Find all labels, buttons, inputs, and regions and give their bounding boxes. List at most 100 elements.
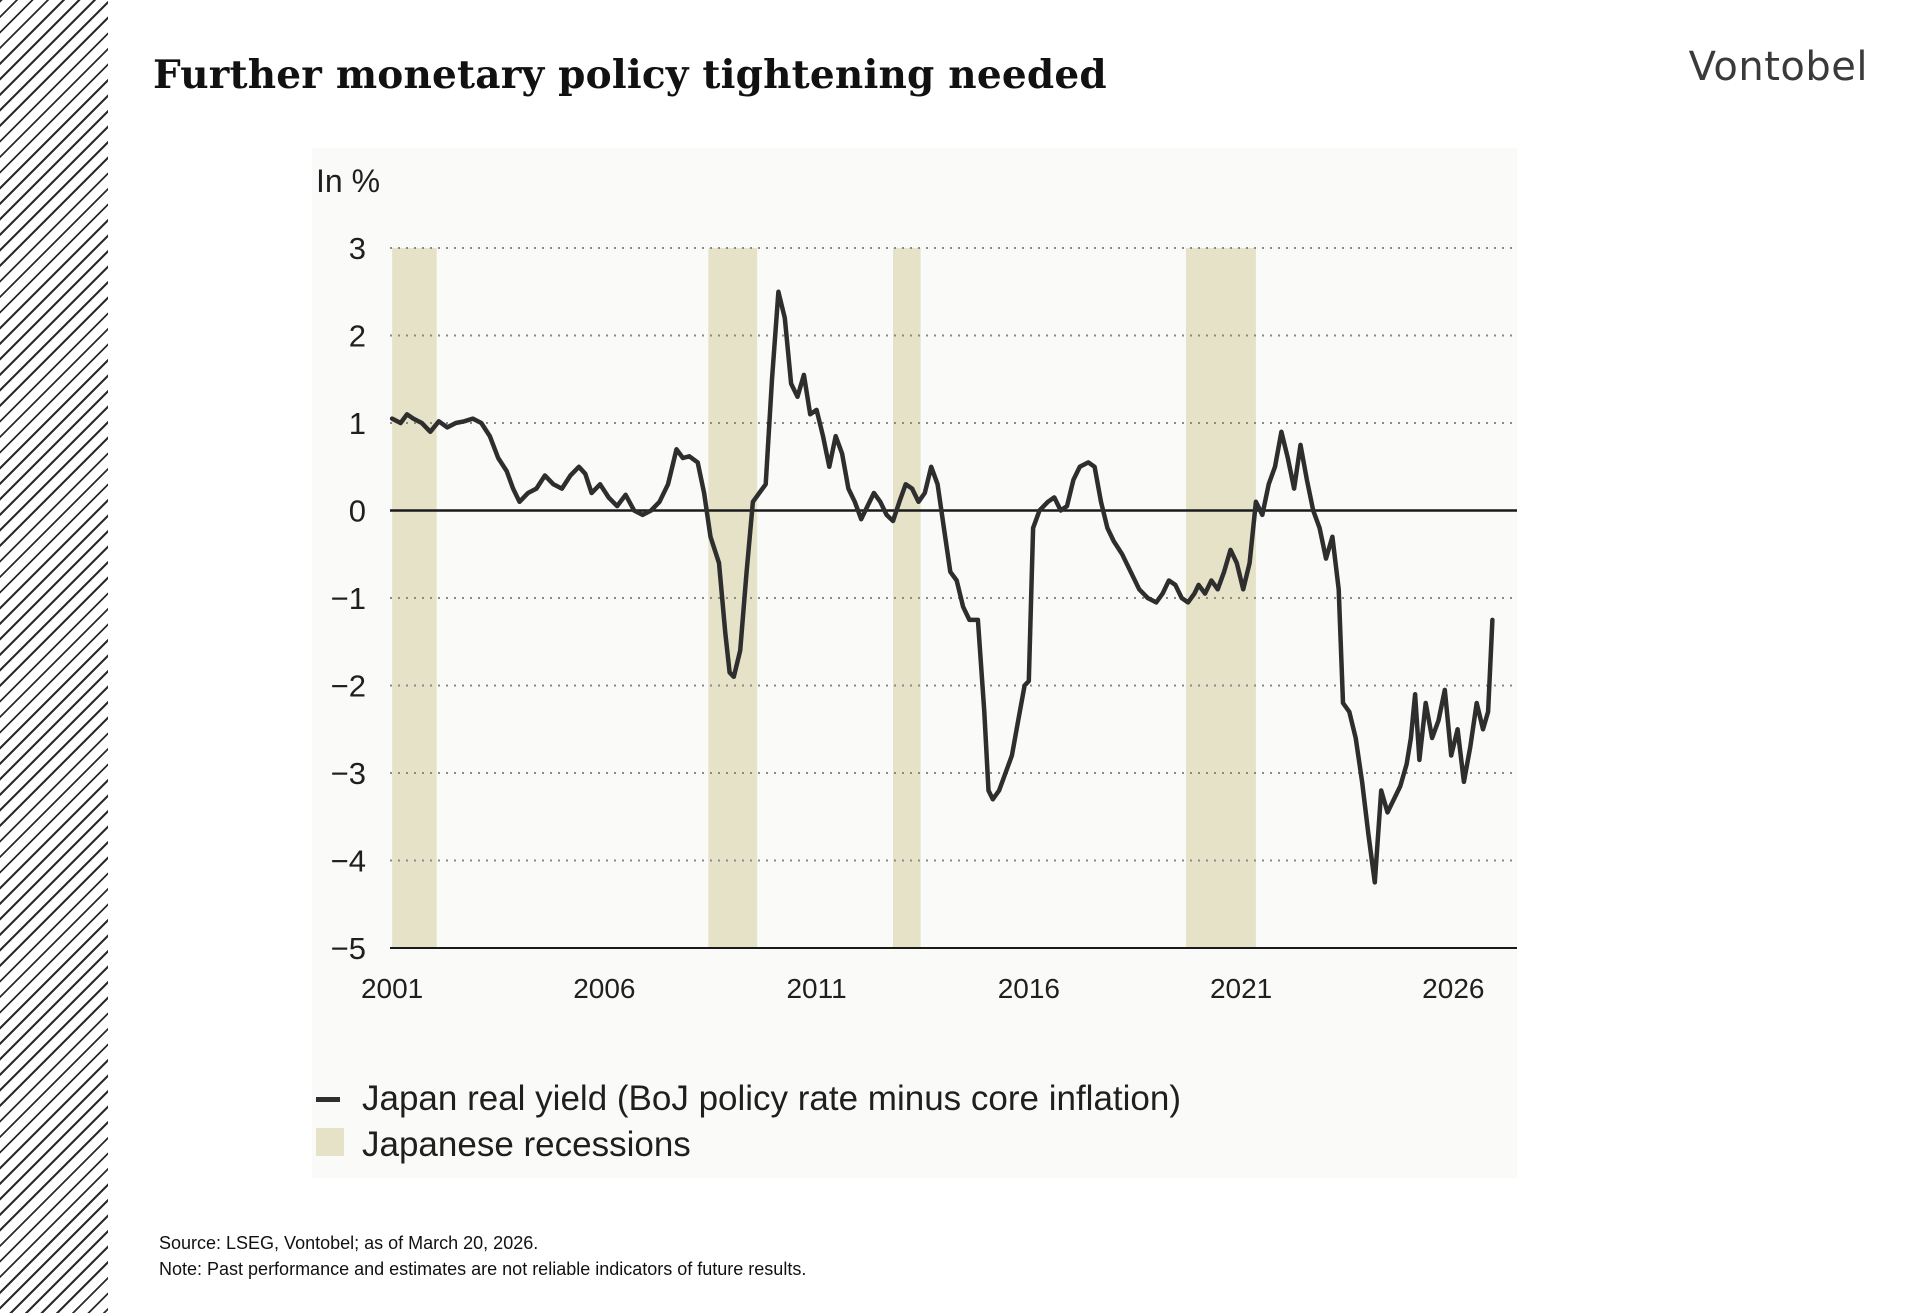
data-point [1279, 430, 1284, 434]
y-tick-label: −1 [331, 581, 366, 616]
data-point [1347, 710, 1351, 714]
data-point [534, 487, 539, 491]
data-point [632, 508, 636, 513]
data-point [1209, 578, 1213, 583]
data-point [717, 561, 721, 565]
data-point [1003, 771, 1008, 775]
data-point [885, 513, 889, 517]
data-point [1405, 762, 1409, 766]
recession-band [893, 248, 921, 948]
data-point [878, 500, 882, 504]
data-point [1203, 592, 1207, 596]
data-point [982, 710, 986, 714]
data-point [1409, 736, 1413, 740]
data-point [649, 508, 653, 513]
data-point [1413, 692, 1417, 696]
data-point [1167, 578, 1171, 583]
data-point [517, 500, 522, 504]
data-point [872, 491, 876, 495]
x-tick-label: 2021 [1210, 973, 1272, 1004]
data-point [1216, 587, 1220, 591]
data-point [1455, 727, 1460, 731]
data-point [840, 452, 844, 456]
legend-label-real-yield: Japan real yield (BoJ policy rate minus … [362, 1079, 1181, 1118]
data-point [590, 491, 594, 495]
data-point [1486, 710, 1490, 714]
data-point [1228, 548, 1233, 552]
data-point [1417, 758, 1421, 762]
data-point [744, 570, 749, 574]
data-point [976, 618, 980, 622]
data-point [479, 421, 483, 425]
data-point [428, 430, 432, 434]
data-point [526, 491, 530, 495]
data-point [1292, 487, 1296, 491]
data-point [1052, 495, 1056, 499]
data-point [1324, 557, 1328, 561]
data-point [577, 465, 581, 469]
data-point [923, 491, 927, 495]
data-point [1129, 570, 1133, 574]
data-point [802, 373, 806, 377]
data-point [770, 377, 774, 381]
y-tick-label: −2 [331, 669, 366, 704]
data-point [1379, 788, 1383, 793]
recession-bands [392, 248, 1256, 948]
real-yield-chart: 3 2 1 0 −1 −2 −3 −4 −5 2001 2006 2011 2016 2021 2026 In… [316, 163, 1517, 1164]
data-point [1366, 832, 1371, 836]
data-point [437, 419, 441, 423]
y-tick-label: 2 [349, 319, 366, 354]
data-point [1160, 592, 1165, 596]
data-point [1443, 688, 1447, 692]
data-point [1010, 753, 1014, 758]
data-point [445, 425, 449, 429]
recession-band [708, 248, 758, 948]
data-point [764, 482, 768, 486]
x-tick-label: 2001 [361, 973, 423, 1004]
data-point [1192, 592, 1196, 596]
data-point [1286, 456, 1290, 460]
data-point [1254, 500, 1258, 504]
data-point [511, 487, 515, 491]
data-point [1260, 513, 1264, 517]
data-point [1071, 478, 1076, 482]
data-point [462, 419, 466, 423]
x-tick-label: 2006 [573, 973, 635, 1004]
y-tick-label: −3 [331, 756, 366, 791]
data-point [1186, 600, 1190, 604]
data-point [696, 460, 700, 464]
data-point [505, 469, 509, 473]
data-point [1016, 718, 1020, 723]
data-point [1481, 727, 1485, 731]
data-point [967, 618, 972, 622]
y-tick-label: 1 [349, 406, 366, 441]
chart-panel: 3 2 1 0 −1 −2 −3 −4 −5 2001 2006 2011 2016 2021 2026 In… [312, 148, 1517, 1178]
data-point [916, 500, 921, 504]
data-point [859, 517, 863, 521]
data-point [1436, 718, 1441, 723]
gridlines [390, 247, 1517, 949]
data-point [1093, 465, 1097, 469]
data-point [942, 526, 946, 530]
data-point [674, 447, 679, 451]
data-point [399, 421, 403, 425]
data-point [1180, 596, 1184, 600]
x-tick-label: 2026 [1422, 973, 1484, 1004]
data-point [471, 417, 475, 421]
data-point [1027, 679, 1031, 683]
data-point [961, 605, 965, 609]
data-point [1468, 745, 1472, 749]
y-tick-label: 0 [349, 494, 366, 529]
data-point [948, 570, 952, 574]
footnotes: Source: LSEG, Vontobel; as of March 20, … [159, 1230, 806, 1282]
data-point [411, 417, 415, 421]
y-axis-label: In % [316, 163, 380, 199]
data-point [751, 500, 755, 504]
data-point [1146, 596, 1150, 600]
x-tick-label: 2011 [786, 973, 846, 1004]
data-point [1430, 736, 1434, 740]
data-point [488, 434, 492, 438]
data-point [583, 472, 587, 476]
data-point [904, 482, 908, 486]
data-point [723, 631, 727, 635]
